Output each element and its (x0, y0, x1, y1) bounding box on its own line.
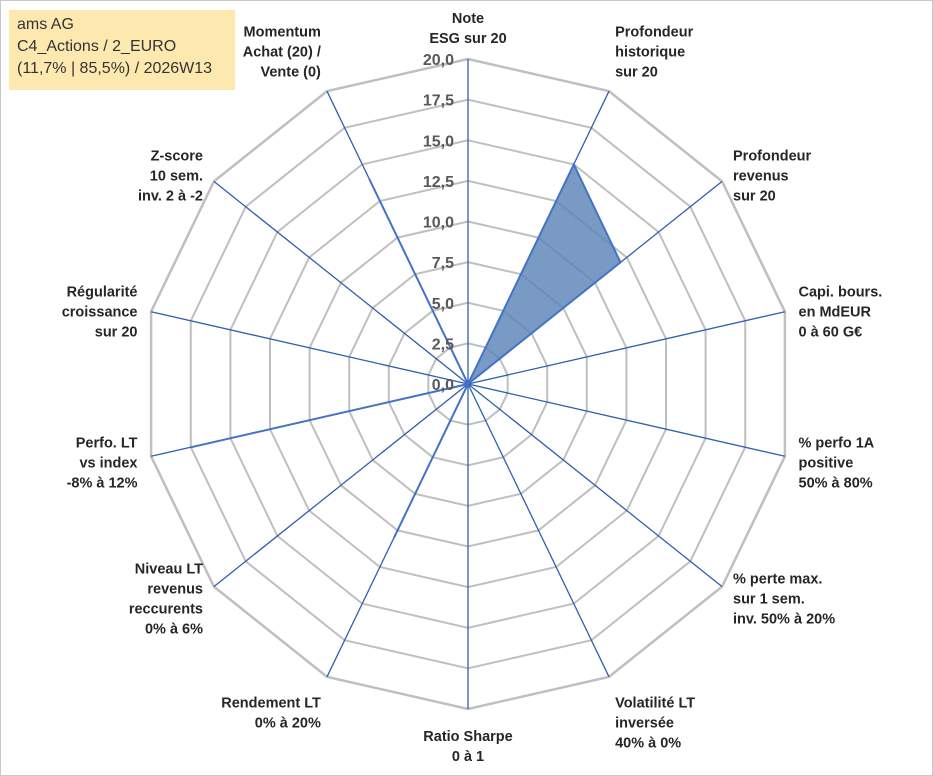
axis-spoke-9 (213, 383, 469, 588)
tick-label: 10,0 (423, 215, 454, 232)
axis-label-line: Régularité (67, 285, 138, 301)
tick-label: 0,0 (432, 377, 454, 394)
axis-label-13: Momentum Achat (20) / Vente (0) (243, 25, 321, 81)
tick-label: 20,0 (423, 52, 454, 69)
axis-label-line: Profondeur (733, 149, 811, 165)
axis-label-line: % perfo 1A (799, 435, 875, 451)
axis-label-line: Capi. bours. (799, 285, 883, 301)
scale-labels: 0,0 2,5 5,0 7,5 10,0 12,5 15,0 17,5 20,0 (423, 52, 454, 394)
axis-spoke-6 (467, 383, 610, 678)
tick-label: 7,5 (432, 255, 454, 272)
axis-label-4: % perfo 1A positive 50% à 80% (799, 435, 875, 491)
axis-label-0: Note ESG sur 20 (429, 11, 506, 47)
axis-label-line: positive (799, 455, 854, 471)
axis-label-line: inv. 2 à -2 (138, 189, 203, 205)
stats-period: (11,7% | 85,5%) / 2026W13 (17, 60, 213, 77)
axis-label-3: Capi. bours. en MdEUR 0 à 60 G€ (799, 285, 883, 341)
axis-label-line: reccurents (129, 601, 203, 617)
axis-label-11: Régularité croissance sur 20 (62, 285, 138, 341)
axis-label-line: Volatilité LT (615, 695, 695, 711)
tick-label: 12,5 (423, 174, 454, 191)
axis-label-line: sur 20 (95, 325, 138, 341)
data-series-area (190, 162, 622, 539)
axis-label-line: 0 à 1 (452, 749, 484, 765)
data-area (190, 162, 622, 539)
axis-label-line: croissance (62, 305, 138, 321)
axis-label-line: % perte max. (733, 571, 822, 587)
axis-label-line: 50% à 80% (799, 475, 873, 491)
axis-label-line: revenus (147, 581, 203, 597)
axis-label-6: Volatilité LT inversée 40% à 0% (615, 695, 695, 751)
axis-label-2: Profondeur revenus sur 20 (733, 149, 811, 205)
axis-label-line: historique (615, 45, 685, 61)
axis-label-7: Ratio Sharpe 0 à 1 (423, 729, 512, 765)
axis-label-line: 0% à 6% (145, 621, 203, 637)
axis-label-8: Rendement LT 0% à 20% (221, 695, 321, 731)
axis-label-12: Z-score 10 sem. inv. 2 à -2 (138, 149, 203, 205)
category: C4_Actions / 2_EURO (17, 38, 177, 55)
axis-label-line: 0% à 20% (255, 715, 321, 731)
axis-label-line: Vente (0) (260, 65, 321, 81)
axis-label-line: Profondeur (615, 25, 693, 41)
axis-label-line: inv. 50% à 20% (733, 611, 835, 627)
axis-label-line: vs index (79, 455, 137, 471)
axis-label-line: sur 20 (615, 65, 658, 81)
axis-label-line: Rendement LT (221, 695, 321, 711)
axis-label-line: en MdEUR (799, 305, 872, 321)
axis-spoke-12 (213, 180, 469, 385)
axis-spoke-5 (467, 383, 723, 588)
axis-label-line: Ratio Sharpe (423, 729, 512, 745)
axis-label-line: Note (452, 11, 484, 27)
axis-labels: Note ESG sur 20 Profondeur historique sur 20… (62, 11, 883, 765)
axis-label-line: revenus (733, 169, 789, 185)
axis-label-line: 10 sem. (150, 169, 203, 185)
axis-label-line: inversée (615, 715, 674, 731)
axis-label-10: Perfo. LT vs index -8% à 12% (67, 435, 138, 491)
tick-label: 17,5 (423, 93, 454, 110)
tick-label: 15,0 (423, 133, 454, 150)
axis-label-line: Z-score (151, 149, 203, 165)
axis-spoke-11 (150, 311, 469, 385)
axis-label-line: Perfo. LT (76, 435, 138, 451)
axis-label-line: Momentum (244, 25, 321, 41)
info-box: ams AG C4_Actions / 2_EURO (11,7% | 85,5… (9, 10, 235, 90)
axis-label-line: ESG sur 20 (429, 31, 506, 47)
tick-label: 2,5 (432, 336, 454, 353)
tick-label: 5,0 (432, 296, 454, 313)
axis-label-line: sur 20 (733, 189, 776, 205)
axis-label-9: Niveau LT revenus reccurents 0% à 6% (129, 561, 203, 637)
axis-label-1: Profondeur historique sur 20 (615, 25, 693, 81)
company-name: ams AG (17, 16, 74, 33)
axis-label-line: Niveau LT (135, 561, 203, 577)
axis-label-line: 0 à 60 G€ (799, 325, 863, 341)
axis-spoke-4 (467, 383, 786, 457)
axis-label-line: -8% à 12% (67, 475, 138, 491)
axis-spoke-3 (467, 311, 786, 385)
axis-label-5: % perte max. sur 1 sem. inv. 50% à 20% (733, 571, 835, 627)
axis-label-line: sur 1 sem. (733, 591, 805, 607)
axis-label-line: Achat (20) / (243, 45, 321, 61)
axis-label-line: 40% à 0% (615, 735, 681, 751)
